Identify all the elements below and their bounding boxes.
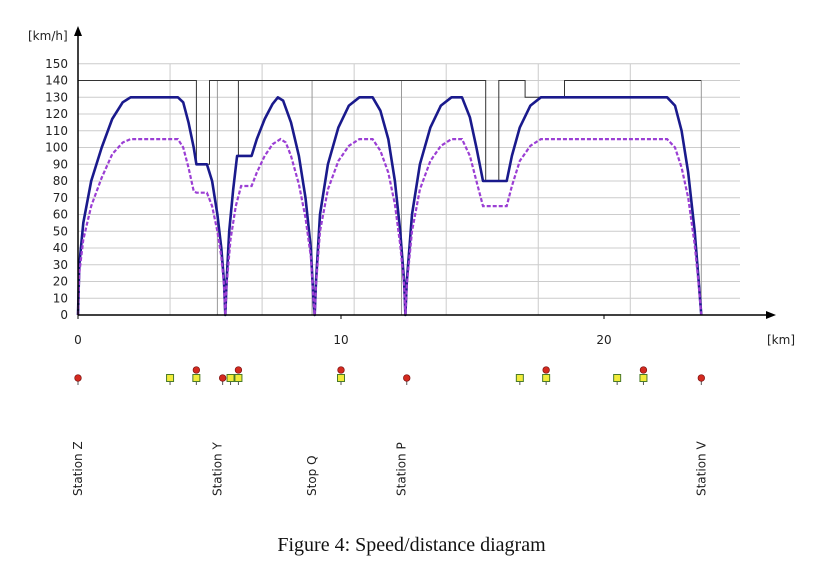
- x-tick-label: 10: [333, 333, 348, 347]
- axes: [74, 26, 776, 319]
- signal-yellow-red-icon: [192, 366, 201, 385]
- station-label: Stop Q: [305, 455, 319, 496]
- x-tick-labels: 0 10 20: [74, 315, 612, 347]
- y-tick-label: 80: [53, 174, 68, 188]
- station-label: Station Y: [210, 442, 224, 496]
- y-tick-label: 50: [53, 224, 68, 238]
- y-tick-label: 110: [45, 124, 68, 138]
- signal-red-icon: [74, 374, 82, 385]
- x-tick-label: 0: [74, 333, 82, 347]
- y-axis-arrow-icon: [74, 26, 82, 36]
- signal-yellow-red-icon: [337, 366, 345, 385]
- y-tick-label: 90: [53, 157, 68, 171]
- x-tick-label: 20: [596, 333, 611, 347]
- station-label: Station V: [694, 441, 708, 496]
- signal-yellow-icon: [166, 374, 175, 385]
- signal-yellow-red-icon: [542, 366, 551, 385]
- y-tick-label: 140: [45, 74, 68, 88]
- y-tick-label: 60: [53, 208, 68, 222]
- signal-yellow-icon: [515, 374, 524, 385]
- station-label: Station Z: [71, 441, 85, 496]
- grid: [78, 63, 740, 315]
- signal-yellow-red-icon: [234, 366, 243, 385]
- signal-red-icon: [218, 374, 227, 385]
- y-tick-label: 0: [60, 308, 68, 322]
- x-axis-arrow-icon: [766, 311, 776, 319]
- y-tick-label: 40: [53, 241, 68, 255]
- y-tick-label: 130: [45, 90, 68, 104]
- series-speed-reduced: [76, 137, 703, 316]
- y-axis-label: [km/h]: [28, 29, 68, 43]
- signal-yellow-icon: [613, 374, 622, 385]
- y-tick-label: 100: [45, 141, 68, 155]
- y-tick-label: 20: [53, 275, 68, 289]
- y-tick-labels: 0 10 20 30 40 50 60 70 80 90 100 110 120 130 140 150: [45, 57, 68, 322]
- series-speed: [76, 96, 703, 317]
- signal-yellow-red-icon: [639, 366, 648, 385]
- signal-yellow-icon: [226, 374, 235, 385]
- y-tick-label: 150: [45, 57, 68, 71]
- figure-caption: Figure 4: Speed/distance diagram: [277, 534, 546, 556]
- station-labels: Station Z Station Y Stop Q Station P Station…: [71, 441, 708, 496]
- signals: [74, 366, 705, 385]
- signal-red-icon: [697, 374, 705, 385]
- series-group: [76, 80, 703, 317]
- y-tick-label: 120: [45, 107, 68, 121]
- y-tick-label: 70: [53, 191, 68, 205]
- y-tick-label: 30: [53, 258, 68, 272]
- station-label: Station P: [394, 442, 408, 496]
- x-axis-label: [km]: [767, 333, 795, 347]
- signal-red-icon: [403, 374, 411, 385]
- y-tick-label: 10: [53, 291, 68, 305]
